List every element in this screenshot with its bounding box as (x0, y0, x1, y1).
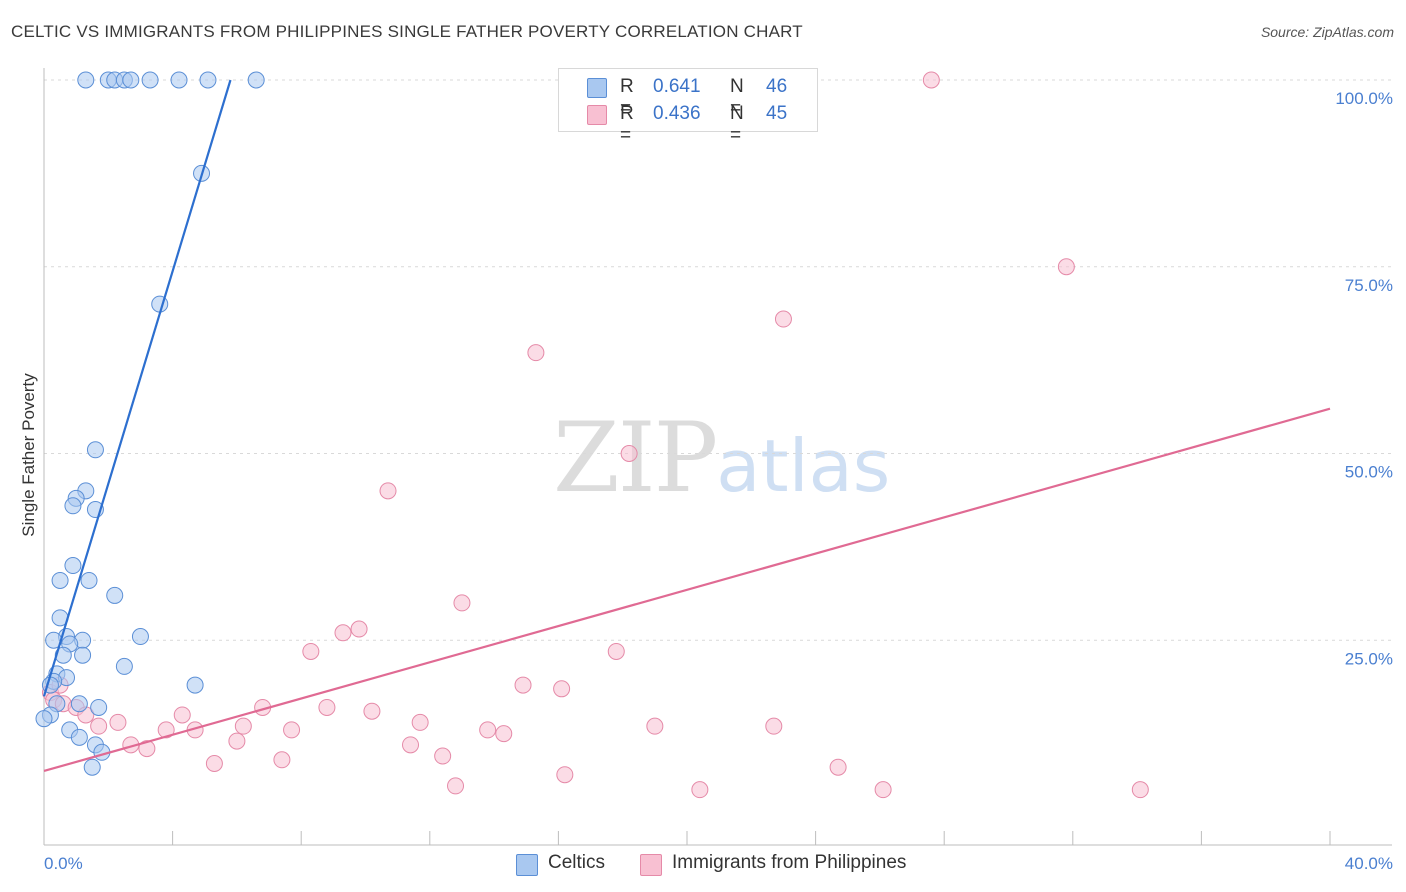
philippines-point (874, 781, 892, 799)
philippines-point (527, 344, 545, 362)
philippines-point (411, 713, 429, 731)
r-value: 0.436 (653, 103, 701, 124)
philippines-point (157, 721, 175, 739)
y-tick-label: 25.0% (1345, 649, 1393, 668)
celtics-legend-swatch (516, 854, 538, 876)
philippines-point (774, 310, 792, 328)
philippines-point (922, 71, 940, 89)
philippines-point (228, 732, 246, 750)
watermark: ZIPatlas (553, 402, 890, 514)
grid-lines (44, 79, 1392, 641)
philippines-point (273, 751, 291, 769)
celtics-point (122, 71, 140, 89)
celtics-point (64, 557, 82, 575)
celtics-legend-label: Celtics (548, 852, 606, 873)
philippines-point (302, 642, 320, 660)
philippines-point (363, 702, 381, 720)
celtics-point (90, 698, 108, 716)
philippines-point (646, 717, 664, 735)
celtics-point (70, 728, 88, 746)
trend-lines (42, 79, 1331, 773)
y-tick-label: 75.0% (1345, 276, 1393, 295)
celtics-point (106, 586, 124, 604)
philippines-point (402, 736, 420, 754)
philippines-point (447, 777, 465, 795)
n-value: 46 (766, 76, 788, 97)
philippines-point (514, 676, 532, 694)
philippines-point (350, 620, 368, 638)
philippines-point (138, 740, 156, 758)
philippines-point (334, 624, 352, 642)
x-tick-label: 0.0% (44, 854, 83, 873)
celtics-point (247, 71, 265, 89)
source-label: Source: ZipAtlas.com (1260, 24, 1394, 40)
philippines-point (479, 721, 497, 739)
celtics-point (74, 646, 92, 664)
celtics-point (115, 657, 133, 675)
r-label: R = (620, 76, 634, 119)
philippines-point (173, 706, 191, 724)
celtics-point (86, 441, 104, 459)
chart-title: CELTIC VS IMMIGRANTS FROM PHILIPPINES SI… (11, 22, 803, 41)
philippines-point (453, 594, 471, 612)
philippines-point (205, 755, 223, 773)
philippines-point (109, 713, 127, 731)
philippines-point (1057, 258, 1075, 276)
stats-legend: R = 0.641 N = 46 R = 0.436 N = 45 (558, 68, 818, 146)
y-tick-label: 50.0% (1345, 463, 1393, 482)
philippines-trend-line (43, 407, 1331, 773)
philippines-point (829, 758, 847, 776)
celtics-point (170, 71, 188, 89)
watermark-atlas: atlas (716, 424, 891, 508)
r-value: 0.641 (653, 76, 701, 97)
n-value: 45 (766, 103, 788, 124)
philippines-point (1131, 781, 1149, 799)
philippines-point (607, 642, 625, 660)
r-label: R = (620, 103, 634, 146)
celtics-point (199, 71, 217, 89)
celtics-point (80, 571, 98, 589)
y-tick-label: 100.0% (1335, 89, 1393, 108)
celtics-point (141, 71, 159, 89)
celtics-point (131, 628, 149, 646)
celtics-point (70, 695, 88, 713)
celtics-point (64, 497, 82, 515)
philippines-point (556, 766, 574, 784)
celtics-point (51, 571, 69, 589)
philippines-point (495, 725, 513, 743)
data-points (35, 71, 1149, 799)
philippines-point (620, 445, 638, 462)
philippines-point (765, 717, 783, 735)
philippines-point (434, 747, 452, 765)
philippines-point (553, 680, 571, 698)
celtics-point (186, 676, 204, 694)
philippines-legend-label: Immigrants from Philippines (672, 852, 907, 873)
celtics-point (77, 71, 95, 89)
philippines-legend-swatch (640, 854, 662, 876)
philippines-point (379, 482, 397, 500)
celtics-point (35, 710, 53, 728)
celtics-swatch (587, 78, 607, 98)
y-axis-title: Single Father Poverty (19, 373, 38, 537)
philippines-point (691, 781, 709, 799)
philippines-swatch (587, 105, 607, 125)
philippines-point (234, 717, 252, 735)
philippines-point (318, 698, 336, 716)
tick-labels: 25.0% 50.0% 75.0% 100.0% 0.0% 40.0% (44, 89, 1393, 873)
philippines-point (283, 721, 301, 739)
n-label: N = (730, 103, 744, 146)
philippines-point (90, 717, 108, 735)
x-tick-label: 40.0% (1345, 854, 1393, 873)
celtics-point (83, 758, 101, 776)
n-label: N = (730, 76, 744, 119)
celtics-trend-line (42, 79, 232, 697)
